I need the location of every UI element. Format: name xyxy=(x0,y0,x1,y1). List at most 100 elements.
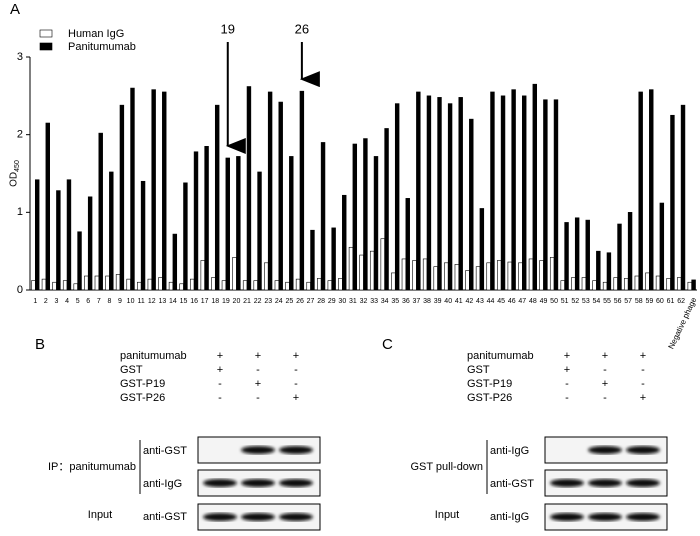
bar xyxy=(162,91,167,291)
bar xyxy=(352,143,358,291)
row-label: GST xyxy=(467,364,490,376)
bar xyxy=(246,86,252,291)
bar xyxy=(659,202,665,291)
band xyxy=(588,446,622,454)
bar xyxy=(119,104,125,291)
row-label: GST-P19 xyxy=(467,378,512,390)
x-tick-label: 61 xyxy=(667,298,675,305)
bar xyxy=(454,264,460,291)
x-tick-label: 16 xyxy=(190,298,198,305)
bar xyxy=(348,246,354,291)
bar xyxy=(507,261,513,291)
x-tick-label: 53 xyxy=(582,298,590,305)
row-label: GST-P26 xyxy=(467,392,512,404)
bar xyxy=(458,97,463,291)
bar xyxy=(691,279,696,291)
bar xyxy=(211,277,216,291)
bar xyxy=(602,281,608,291)
sign: - xyxy=(565,378,569,390)
bar xyxy=(109,171,114,291)
bar xyxy=(422,258,428,291)
bar xyxy=(412,260,417,291)
x-tick-label: 15 xyxy=(180,298,188,305)
bar xyxy=(105,275,110,291)
bar xyxy=(342,194,347,291)
x-tick-label: 36 xyxy=(402,298,410,305)
band xyxy=(203,479,237,487)
bar xyxy=(596,250,601,291)
bar xyxy=(295,278,301,291)
bar xyxy=(204,146,209,291)
x-tick-label: 27 xyxy=(307,298,315,305)
bar xyxy=(56,190,61,291)
bar xyxy=(320,142,326,291)
bar xyxy=(257,171,262,291)
band xyxy=(626,513,660,521)
band xyxy=(279,479,313,487)
bar xyxy=(469,118,474,291)
bar xyxy=(522,95,527,291)
y-tick-label: 0 xyxy=(17,284,23,296)
sign: - xyxy=(641,364,645,376)
bar xyxy=(528,258,534,291)
bar xyxy=(77,231,82,291)
blot-label: anti-GST xyxy=(143,511,187,523)
bar xyxy=(394,103,400,291)
y-axis-label-sub: 450 xyxy=(14,160,21,172)
bar xyxy=(183,182,188,291)
bar xyxy=(66,179,72,291)
x-tick-label: 21 xyxy=(243,298,251,305)
x-tick-label: 41 xyxy=(455,298,463,305)
bar xyxy=(285,281,290,291)
band xyxy=(279,446,313,454)
x-tick-label: 44 xyxy=(487,298,495,305)
bar xyxy=(581,277,587,291)
bar xyxy=(564,222,569,291)
x-tick-label: 1 xyxy=(33,298,37,305)
bar xyxy=(624,278,629,291)
bar xyxy=(94,275,100,291)
bar xyxy=(172,233,178,291)
bar xyxy=(193,151,199,291)
x-tick-label: 40 xyxy=(444,298,452,305)
bar xyxy=(87,196,93,291)
bar xyxy=(627,212,633,291)
bar xyxy=(310,229,315,291)
y-tick-label: 1 xyxy=(17,206,23,218)
bar xyxy=(687,281,693,291)
legend-swatch xyxy=(39,29,53,38)
row-label: GST xyxy=(120,364,143,376)
x-tick-label: 28 xyxy=(317,298,325,305)
group-label: GST pull-down xyxy=(410,461,483,473)
bar xyxy=(200,260,205,291)
bar xyxy=(299,90,305,291)
x-tick-label: 49 xyxy=(540,298,548,305)
bar xyxy=(444,262,449,291)
sign: + xyxy=(293,392,299,404)
bar xyxy=(232,257,237,291)
x-tick-label: 43 xyxy=(476,298,484,305)
bar xyxy=(426,95,432,291)
band xyxy=(626,479,660,487)
bar xyxy=(405,198,410,291)
x-tick-label: 7 xyxy=(97,298,101,305)
bar xyxy=(677,277,682,291)
x-tick-label: 23 xyxy=(264,298,272,305)
x-tick-label: 31 xyxy=(349,298,357,305)
bar xyxy=(331,227,336,291)
bar xyxy=(52,281,57,291)
bar xyxy=(613,277,618,291)
legend-label: Panitumumab xyxy=(68,41,136,53)
bar xyxy=(437,97,442,291)
x-tick-label: 13 xyxy=(158,298,166,305)
bar xyxy=(585,219,590,291)
sign: - xyxy=(218,392,222,404)
y-axis-label: OD450 xyxy=(9,160,21,187)
bar xyxy=(617,223,622,291)
bar xyxy=(553,99,559,291)
bar xyxy=(574,217,580,291)
x-tick-label: 35 xyxy=(391,298,399,305)
bar xyxy=(592,280,597,291)
bar xyxy=(475,266,481,291)
sign: + xyxy=(217,350,223,362)
